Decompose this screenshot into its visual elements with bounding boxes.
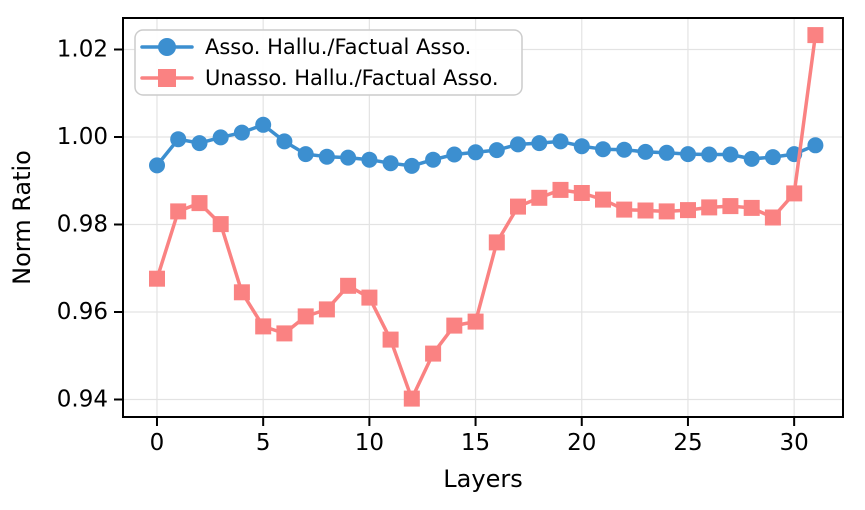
unasso-series-point-11 — [382, 331, 399, 348]
y-tick-label-1.02: 1.02 — [57, 37, 108, 63]
asso-series-point-3 — [212, 129, 229, 146]
asso-series-point-5 — [255, 116, 272, 133]
asso-series-point-14 — [446, 146, 463, 163]
unasso-series-point-1 — [170, 203, 187, 220]
unasso-series-point-25 — [680, 202, 696, 219]
asso-series-point-12 — [403, 157, 420, 174]
y-tick-label-0.94: 0.94 — [57, 387, 108, 413]
asso-series-point-18 — [531, 135, 548, 152]
unasso-series-point-29 — [764, 209, 781, 226]
unasso-series-point-31 — [807, 27, 824, 44]
unasso-series-point-24 — [658, 203, 675, 220]
legend-item-unasso: Unasso. Hallu./Factual Asso. — [140, 66, 499, 90]
asso-series-point-10 — [361, 151, 378, 168]
unasso-series-point-26 — [701, 199, 718, 216]
unasso-series-point-18 — [531, 189, 548, 206]
x-tick-label-10: 10 — [355, 430, 384, 456]
asso-series-line — [155, 123, 818, 168]
asso-series-point-9 — [340, 149, 357, 166]
unasso-series-point-2 — [191, 195, 208, 212]
asso-series-point-4 — [233, 124, 250, 141]
unasso-series-point-6 — [276, 325, 293, 342]
asso-series-point-13 — [425, 151, 442, 168]
asso-series-point-24 — [658, 144, 675, 161]
legend-circle-marker-icon — [158, 38, 176, 56]
unasso-series-point-17 — [510, 198, 526, 215]
legend-label-unasso: Unasso. Hallu./Factual Asso. — [205, 66, 499, 90]
asso-series-point-0 — [149, 157, 165, 174]
asso-series-point-11 — [382, 155, 399, 172]
legend-item-asso: Asso. Hallu./Factual Asso. — [140, 35, 471, 59]
y-axis-label: Norm Ratio — [8, 150, 36, 285]
asso-series-point-21 — [595, 141, 611, 158]
legend-square-marker-icon — [158, 69, 176, 87]
asso-series-point-22 — [616, 141, 633, 158]
unasso-series-point-10 — [361, 289, 378, 306]
unasso-series-point-7 — [297, 308, 314, 325]
unasso-series-point-0 — [149, 270, 165, 287]
y-tick-label-1.00: 1.00 — [57, 124, 108, 150]
y-tick-label-0.98: 0.98 — [57, 212, 108, 238]
asso-series-point-17 — [510, 136, 526, 153]
unasso-series-point-12 — [403, 390, 420, 407]
asso-series-point-29 — [764, 149, 781, 166]
asso-series-point-7 — [297, 146, 314, 163]
x-tick-label-15: 15 — [461, 430, 490, 456]
asso-series-point-20 — [573, 138, 590, 155]
asso-series-point-28 — [743, 150, 760, 167]
legend-label-asso: Asso. Hallu./Factual Asso. — [205, 35, 471, 59]
unasso-series-markers — [149, 27, 824, 407]
unasso-series-point-8 — [318, 301, 335, 318]
asso-series-point-16 — [488, 142, 505, 159]
unasso-series-point-20 — [573, 185, 590, 201]
asso-series-point-27 — [722, 146, 739, 163]
unasso-series-point-30 — [786, 185, 803, 202]
x-axis-label: Layers — [443, 465, 522, 493]
unasso-series-point-27 — [722, 198, 739, 215]
unasso-series-point-21 — [595, 191, 611, 208]
unasso-series-point-16 — [488, 234, 505, 251]
asso-series-point-2 — [191, 135, 208, 152]
unasso-series-point-5 — [255, 318, 272, 335]
y-tick-label-0.96: 0.96 — [57, 299, 108, 325]
unasso-series-point-9 — [340, 277, 357, 294]
x-tick-label-25: 25 — [673, 430, 702, 456]
unasso-series-point-4 — [233, 284, 250, 301]
asso-series-point-8 — [318, 148, 335, 165]
asso-series-point-6 — [276, 133, 293, 150]
unasso-series-point-19 — [552, 181, 569, 198]
asso-series-point-23 — [637, 143, 654, 160]
asso-series-point-19 — [552, 133, 569, 150]
asso-series-point-26 — [701, 146, 718, 163]
unasso-series-point-23 — [637, 202, 654, 219]
asso-series-point-15 — [467, 144, 484, 161]
asso-series-markers — [149, 116, 824, 174]
unasso-series-point-13 — [425, 345, 442, 362]
x-tick-label-0: 0 — [150, 430, 165, 456]
unasso-series-point-15 — [467, 313, 484, 330]
unasso-series-point-3 — [212, 216, 229, 233]
unasso-series-point-28 — [743, 199, 760, 216]
unasso-series-point-14 — [446, 317, 463, 334]
x-tick-label-5: 5 — [256, 430, 271, 456]
unasso-series-point-22 — [616, 201, 633, 218]
asso-series-point-25 — [680, 146, 696, 163]
asso-series-point-31 — [807, 137, 824, 154]
x-tick-label-20: 20 — [567, 430, 596, 456]
legend-box — [134, 29, 523, 96]
asso-series-point-1 — [170, 131, 187, 148]
plot-border — [122, 17, 844, 418]
x-tick-label-30: 30 — [780, 430, 809, 456]
